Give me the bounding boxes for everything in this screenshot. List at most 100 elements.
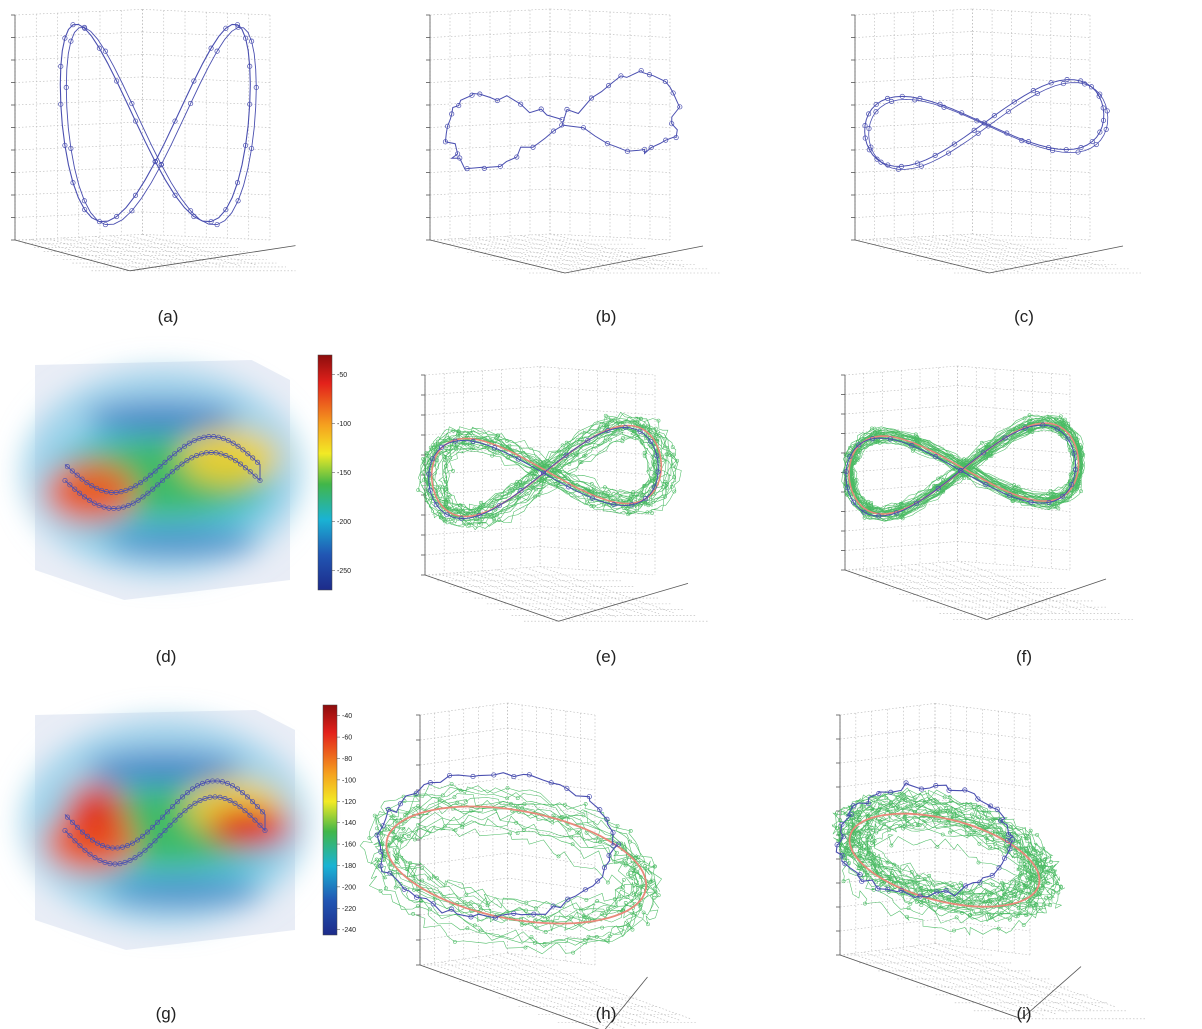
data-point: [497, 163, 503, 169]
sample-trajectory: [386, 785, 656, 911]
data-point: [152, 838, 158, 844]
sample-point: [1058, 884, 1063, 889]
f-mean-trajectory-markers: [843, 422, 1078, 519]
sample-point: [856, 812, 861, 817]
data-point: [162, 827, 168, 834]
data-point: [150, 486, 156, 492]
sample-point: [876, 808, 881, 813]
data-point: [550, 128, 557, 134]
sample-point: [991, 817, 995, 822]
data-point: [980, 450, 986, 456]
sample-point: [481, 515, 486, 519]
data-point: [1010, 837, 1016, 843]
data-point: [243, 142, 249, 148]
sample-point: [1042, 878, 1047, 883]
data-point: [225, 438, 231, 444]
sample-point: [416, 488, 421, 492]
sample-point: [516, 482, 521, 487]
sample-point: [1041, 846, 1046, 851]
data-point: [866, 126, 872, 132]
sample-point: [425, 453, 430, 458]
data-point: [99, 487, 105, 493]
sample-point: [877, 801, 882, 806]
sample-point: [455, 800, 460, 805]
data-point: [234, 180, 241, 186]
sample-point: [584, 897, 589, 902]
data-point: [147, 472, 153, 478]
sample-point: [446, 495, 451, 499]
sample-trajectory: [374, 800, 647, 932]
sample-trajectory: [851, 806, 1051, 908]
data-point: [912, 97, 918, 103]
sample-point: [650, 511, 654, 515]
sample-point: [1026, 900, 1031, 904]
e-mean-trajectory: [428, 426, 659, 520]
data-point: [998, 818, 1004, 824]
sample-point: [464, 800, 468, 804]
sample-point: [1064, 422, 1069, 427]
data-point: [975, 130, 981, 136]
sample-point: [626, 506, 630, 510]
caption-h: (h): [596, 1004, 617, 1023]
sample-point: [628, 874, 633, 879]
sample-point: [621, 885, 626, 889]
data-point: [662, 78, 669, 85]
data-point: [220, 436, 226, 442]
colorbar-tick-label: -200: [337, 519, 351, 526]
sample-point: [411, 912, 416, 916]
data-point: [1005, 109, 1011, 115]
sample-point: [861, 840, 865, 845]
sample-point: [901, 826, 906, 831]
g-mean-trajectory-markers: [62, 778, 268, 867]
sample-point: [948, 830, 952, 835]
sample-point: [472, 506, 477, 511]
sample-point: [529, 935, 534, 939]
data-point: [64, 814, 71, 820]
data-point: [442, 139, 448, 145]
data-point: [167, 822, 173, 828]
f-mean-trajectory: [845, 424, 1077, 517]
colorbar-tick-label: -150: [337, 470, 351, 477]
sample-point: [583, 802, 588, 806]
data-point: [518, 101, 524, 107]
data-point: [564, 785, 570, 791]
b-trajectory: [444, 69, 681, 170]
data-point: [387, 870, 393, 876]
sample-point: [889, 871, 894, 876]
data-point: [374, 832, 380, 838]
data-point: [637, 428, 643, 434]
data-point: [172, 118, 178, 124]
sample-point: [456, 508, 460, 513]
data-point: [444, 512, 450, 518]
sample-point: [505, 786, 510, 790]
data-point: [988, 803, 994, 809]
colorbar-tick-label: -40: [342, 713, 352, 720]
data-point: [247, 63, 253, 69]
sample-point: [393, 885, 398, 890]
data-point: [81, 494, 88, 500]
sample-point: [943, 824, 948, 828]
sample-point: [672, 452, 676, 457]
data-point: [147, 843, 153, 849]
colorbar-tick-label: -180: [342, 863, 356, 870]
sample-point: [869, 500, 874, 505]
colorbar-tick-label: -250: [337, 568, 351, 575]
data-point: [873, 109, 879, 115]
data-point: [129, 101, 135, 107]
sample-point: [1010, 497, 1015, 502]
colorbar-tick-label: -240: [342, 927, 356, 934]
data-point: [847, 453, 853, 460]
data-point: [427, 780, 433, 786]
caption-f: (f): [1016, 647, 1032, 666]
i-reference: [848, 812, 1041, 908]
sample-point: [653, 886, 657, 891]
data-point: [207, 794, 213, 800]
data-point: [971, 127, 977, 133]
sample-point: [845, 846, 849, 851]
sample-point: [993, 842, 998, 846]
data-point: [887, 436, 893, 442]
data-point: [152, 159, 158, 165]
data-point: [1064, 77, 1070, 83]
sample-point: [586, 915, 591, 920]
data-point: [566, 484, 572, 490]
